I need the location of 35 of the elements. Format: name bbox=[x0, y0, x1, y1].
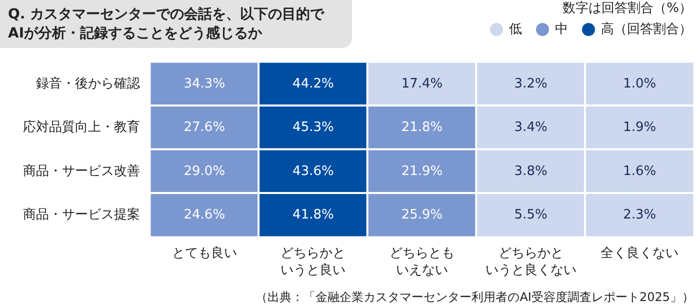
data-label: 27.6% bbox=[184, 120, 226, 136]
text: 数字は回答割合（%） bbox=[562, 0, 692, 16]
data-label: 1.6% bbox=[623, 164, 656, 179]
text: 中 bbox=[555, 21, 568, 38]
data-label: 44.2% bbox=[292, 76, 334, 92]
x-tick-label: どちらかというと良い bbox=[280, 246, 346, 278]
data-label: 1.9% bbox=[623, 120, 656, 136]
y-tick-label: 商品・サービス提案 bbox=[23, 206, 140, 223]
data-label: 3.4% bbox=[514, 120, 548, 136]
x-tick-label: どちらかというと良くない bbox=[485, 246, 576, 278]
x-tick-label: どちらともいえない bbox=[390, 246, 454, 278]
data-label: 1.0% bbox=[623, 76, 656, 92]
y-tick-label: 商品・サービス改善 bbox=[23, 162, 140, 179]
data-label: 3.8% bbox=[514, 164, 548, 179]
data-label: 25.9% bbox=[401, 208, 443, 223]
chart-title: Q. カスタマーセンターでの会話を、以下の目的で AIが分析・記録することをどう感じるか bbox=[8, 6, 326, 42]
data-label: 17.4% bbox=[401, 76, 443, 92]
data-label: 24.6% bbox=[184, 208, 226, 223]
y-tick-label: 録音・後から確認 bbox=[36, 76, 140, 92]
data-label: 21.8% bbox=[401, 120, 443, 136]
data-label: 29.0% bbox=[184, 164, 226, 179]
text: （出典：「金融企業カスタマーセンター利用者のAI受容度調査レポート2025」） bbox=[256, 290, 694, 304]
data-label: 2.3% bbox=[623, 208, 656, 223]
text: 高（回答割合） bbox=[601, 21, 692, 38]
data-label: 45.3% bbox=[292, 120, 334, 136]
data-label: 41.8% bbox=[292, 208, 334, 223]
data-label: 43.6% bbox=[292, 164, 334, 179]
x-tick-label: 全く良くない bbox=[600, 246, 679, 261]
data-label: 5.5% bbox=[514, 208, 548, 223]
data-label: 34.3% bbox=[184, 76, 226, 92]
data-label: 3.2% bbox=[514, 76, 548, 92]
y-tick-label: 応対品質向上・教育 bbox=[23, 119, 140, 136]
data-label: 21.9% bbox=[401, 164, 443, 179]
text: 低 bbox=[509, 21, 522, 38]
x-tick-label: とても良い bbox=[172, 246, 237, 261]
